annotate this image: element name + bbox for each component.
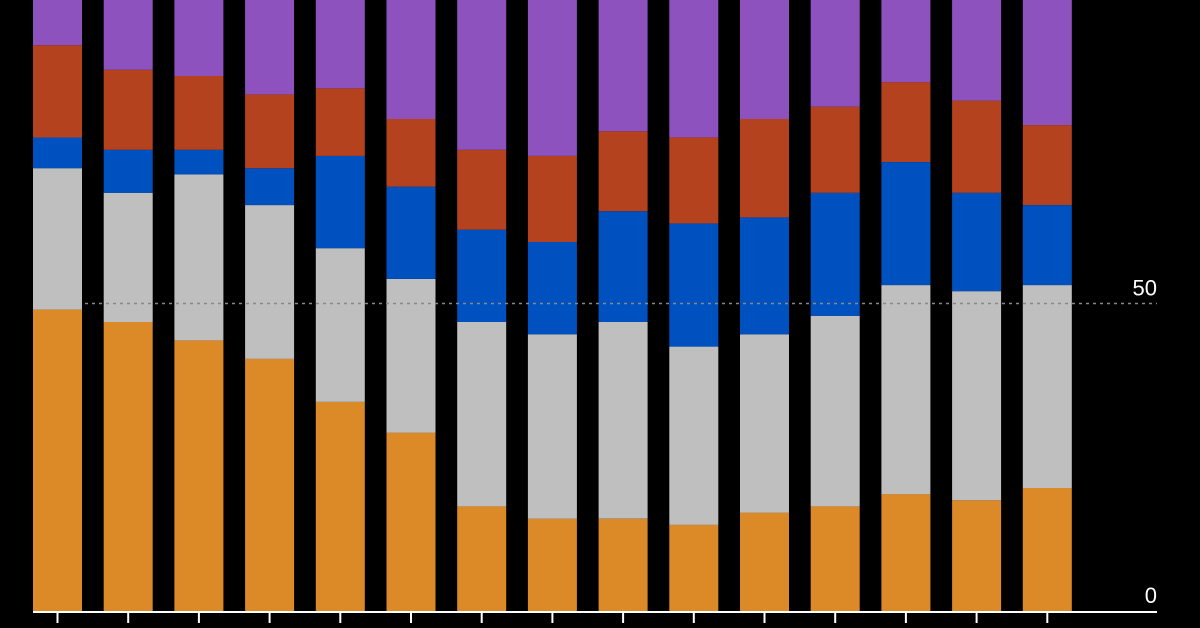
bar-segment-4-series-3 xyxy=(245,168,295,206)
bar-segment-4-series-1 xyxy=(245,358,295,611)
bar-segment-2-series-4 xyxy=(103,69,153,150)
bar-segment-6-series-1 xyxy=(386,432,436,611)
bar-segment-12-series-2 xyxy=(810,315,860,507)
bar-segment-11-series-3 xyxy=(740,217,789,335)
bar-segment-13-series-3 xyxy=(881,162,931,286)
bar-segment-5-series-5 xyxy=(315,0,365,89)
bar-segment-5-series-3 xyxy=(315,155,365,249)
bar-segment-9-series-3 xyxy=(598,211,648,322)
bar-segment-5-series-2 xyxy=(315,248,365,402)
bar-segment-13-series-4 xyxy=(881,82,931,162)
bar-segment-14-series-1 xyxy=(952,500,1002,611)
bar-segment-14-series-3 xyxy=(952,192,1002,292)
bar-segment-12-series-3 xyxy=(810,192,860,316)
bar-segment-11-series-1 xyxy=(740,512,789,611)
bar-segment-10-series-2 xyxy=(669,346,719,525)
bar-segment-15-series-5 xyxy=(1022,0,1072,126)
bar-segment-15-series-3 xyxy=(1022,205,1072,286)
bar-segment-11-series-5 xyxy=(740,0,789,119)
bar-segment-15-series-4 xyxy=(1022,125,1072,205)
bar-segment-10-series-4 xyxy=(669,137,719,224)
bar-segment-7-series-2 xyxy=(457,321,507,507)
bar-segment-11-series-2 xyxy=(740,334,789,513)
bar-segment-8-series-5 xyxy=(527,0,577,156)
bar-segment-13-series-5 xyxy=(881,0,931,83)
bar-segment-6-series-5 xyxy=(386,0,436,119)
bar-segment-14-series-2 xyxy=(952,291,1002,501)
bar-segment-12-series-1 xyxy=(810,506,860,611)
y-axis-labels: 0 50 xyxy=(1133,276,1157,609)
bar-segment-1-series-5 xyxy=(33,0,82,46)
bar-segment-1-series-1 xyxy=(33,309,82,611)
bar-segment-7-series-1 xyxy=(457,506,507,611)
bar-segment-12-series-5 xyxy=(810,0,860,107)
bar-segment-14-series-4 xyxy=(952,100,1002,193)
bar-segment-4-series-5 xyxy=(245,0,295,95)
bar-segment-2-series-3 xyxy=(103,149,153,193)
bar-segment-6-series-4 xyxy=(386,119,436,187)
bar-segment-10-series-1 xyxy=(669,524,719,611)
bar-segment-1-series-4 xyxy=(33,45,82,138)
bar-segment-8-series-1 xyxy=(527,518,577,612)
bar-segment-3-series-4 xyxy=(174,76,224,150)
bar-segment-9-series-1 xyxy=(598,518,648,612)
bar-segment-7-series-5 xyxy=(457,0,507,150)
bar-segment-6-series-3 xyxy=(386,186,436,279)
bar-segment-1-series-3 xyxy=(33,137,82,169)
bar-segment-5-series-4 xyxy=(315,88,365,156)
bar-segment-5-series-1 xyxy=(315,401,365,611)
bar-segment-14-series-5 xyxy=(952,0,1002,101)
bar-segment-10-series-5 xyxy=(669,0,719,138)
bar-segment-2-series-2 xyxy=(103,192,153,322)
y-tick-label-50: 50 xyxy=(1133,276,1157,301)
bar-segment-4-series-4 xyxy=(245,94,295,169)
bar-segment-15-series-2 xyxy=(1022,285,1072,488)
bar-segment-9-series-5 xyxy=(598,0,648,132)
bar-segments xyxy=(33,0,1072,612)
x-axis-ticks xyxy=(56,612,1049,623)
bar-segment-15-series-1 xyxy=(1022,488,1072,611)
bar-segment-2-series-1 xyxy=(103,321,153,611)
bar-segment-1-series-2 xyxy=(33,168,82,310)
bar-segment-3-series-2 xyxy=(174,174,224,341)
y-tick-label-0: 0 xyxy=(1145,583,1157,608)
bar-segment-3-series-3 xyxy=(174,149,224,175)
bar-segment-8-series-3 xyxy=(527,242,577,335)
bar-segment-8-series-2 xyxy=(527,334,577,519)
bar-segment-3-series-5 xyxy=(174,0,224,76)
bar-segment-9-series-2 xyxy=(598,321,648,519)
bar-segment-10-series-3 xyxy=(669,223,719,347)
bar-segment-12-series-4 xyxy=(810,106,860,193)
bar-segment-2-series-5 xyxy=(103,0,153,70)
bar-segment-4-series-2 xyxy=(245,205,295,359)
bar-segment-6-series-2 xyxy=(386,278,436,433)
bar-segment-7-series-3 xyxy=(457,229,507,322)
bar-segment-7-series-4 xyxy=(457,149,507,230)
bar-segment-3-series-1 xyxy=(174,340,224,611)
bar-segment-11-series-4 xyxy=(740,119,789,218)
bar-segment-8-series-4 xyxy=(527,155,577,242)
bar-segment-13-series-2 xyxy=(881,285,931,495)
bar-segment-9-series-4 xyxy=(598,131,648,212)
bar-segment-13-series-1 xyxy=(881,494,931,611)
